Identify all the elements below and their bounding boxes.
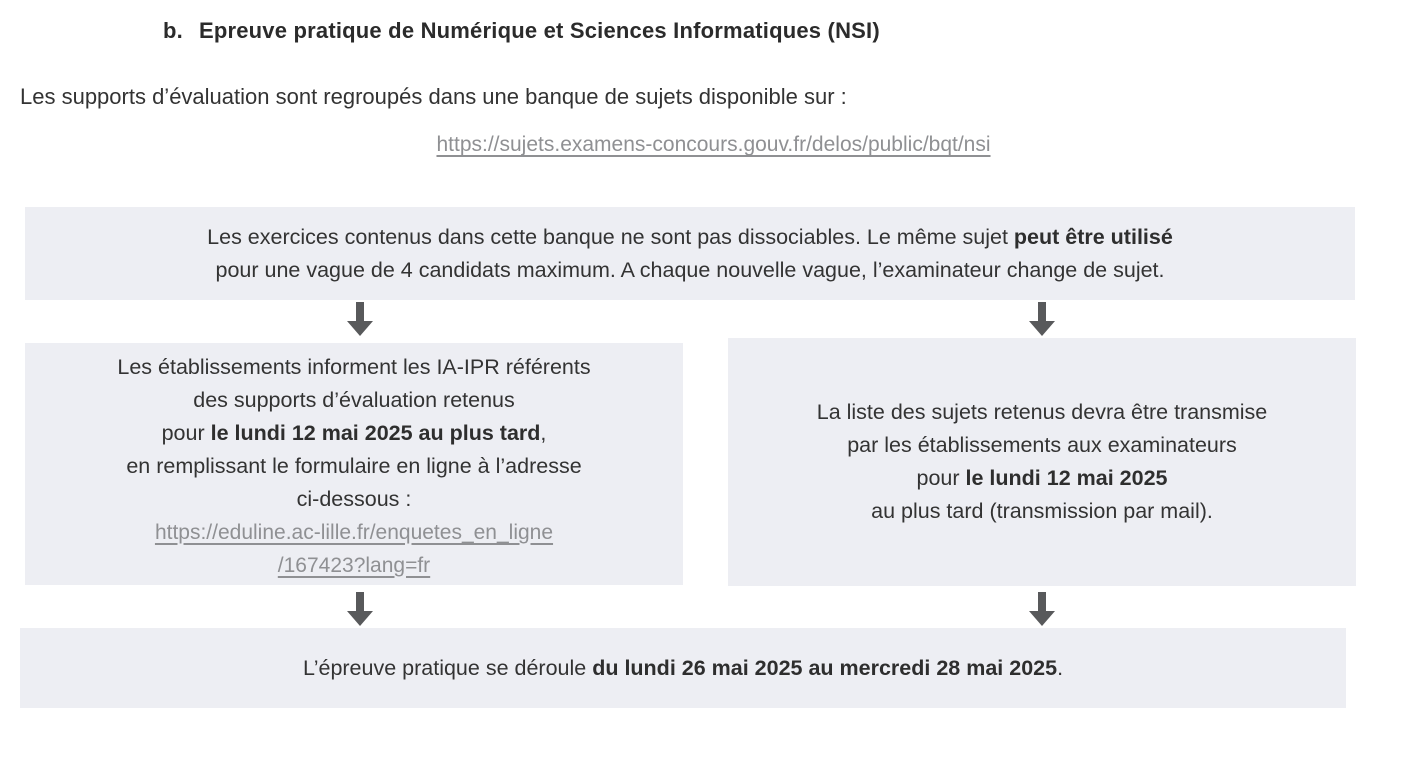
inform-box-line3: pour le lundi 12 mai 2025 au plus tard, — [162, 417, 547, 450]
rule-box-line1-text: Les exercices contenus dans cette banque… — [207, 224, 1014, 249]
transmit-box-line3-text: pour — [916, 466, 966, 490]
schedule-box: L’épreuve pratique se déroule du lundi 2… — [20, 628, 1346, 708]
transmit-box-line3: pour le lundi 12 mai 2025 — [917, 462, 1168, 495]
bank-link-row: https://sujets.examens-concours.gouv.fr/… — [0, 133, 1427, 157]
rule-box: Les exercices contenus dans cette banque… — [25, 207, 1355, 300]
arrow-head — [347, 321, 373, 336]
inform-box-line4: en remplissant le formulaire en ligne à … — [126, 453, 582, 478]
inform-box-line3-text: pour — [161, 420, 211, 445]
eduline-link-line1[interactable]: https://eduline.ac-lille.fr/enquetes_en_… — [154, 520, 554, 544]
arrow-head — [1029, 611, 1055, 626]
inform-box-line3-suffix: , — [540, 420, 547, 445]
rule-box-line1: Les exercices contenus dans cette banque… — [207, 221, 1173, 254]
inform-box-line1: Les établissements informent les IA-IPR … — [117, 354, 591, 379]
section-heading: b. Epreuve pratique de Numérique et Scien… — [163, 18, 880, 44]
down-arrow-icon — [1029, 302, 1055, 336]
rule-box-line2: pour une vague de 4 candidats maximum. A… — [215, 257, 1165, 282]
schedule-box-text: L’épreuve pratique se déroule — [302, 655, 593, 680]
inform-box-line5: ci-dessous : — [296, 486, 412, 511]
transmit-box: La liste des sujets retenus devra être t… — [728, 338, 1356, 586]
intro-text: Les supports d’évaluation sont regroupés… — [20, 84, 847, 109]
transmit-box-deadline: le lundi 12 mai 2025 — [965, 466, 1168, 490]
section-index: b. — [163, 18, 183, 43]
down-arrow-icon — [347, 302, 373, 336]
transmit-box-line1: La liste des sujets retenus devra être t… — [816, 400, 1268, 424]
down-arrow-icon — [347, 592, 373, 626]
down-arrow-icon — [1029, 592, 1055, 626]
transmit-box-line4: au plus tard (transmission par mail). — [871, 499, 1213, 523]
arrow-head — [347, 611, 373, 626]
arrow-stem — [1038, 592, 1046, 611]
arrow-stem — [1038, 302, 1046, 321]
arrow-stem — [356, 592, 364, 611]
inform-box: Les établissements informent les IA-IPR … — [25, 343, 683, 585]
bank-link[interactable]: https://sujets.examens-concours.gouv.fr/… — [436, 133, 991, 156]
inform-box-line2: des supports d’évaluation retenus — [193, 387, 515, 412]
eduline-link-line2[interactable]: /167423?lang=fr — [277, 553, 431, 577]
schedule-box-suffix: . — [1057, 655, 1064, 680]
arrow-head — [1029, 321, 1055, 336]
arrow-stem — [356, 302, 364, 321]
inform-box-deadline: le lundi 12 mai 2025 au plus tard — [210, 420, 541, 445]
transmit-box-line2: par les établissements aux examinateurs — [847, 433, 1237, 457]
schedule-box-dates: du lundi 26 mai 2025 au mercredi 28 mai … — [592, 655, 1058, 680]
schedule-box-line: L’épreuve pratique se déroule du lundi 2… — [303, 652, 1063, 685]
rule-box-line1-bold: peut être utilisé — [1013, 224, 1173, 249]
section-title: Epreuve pratique de Numérique et Science… — [198, 18, 880, 43]
